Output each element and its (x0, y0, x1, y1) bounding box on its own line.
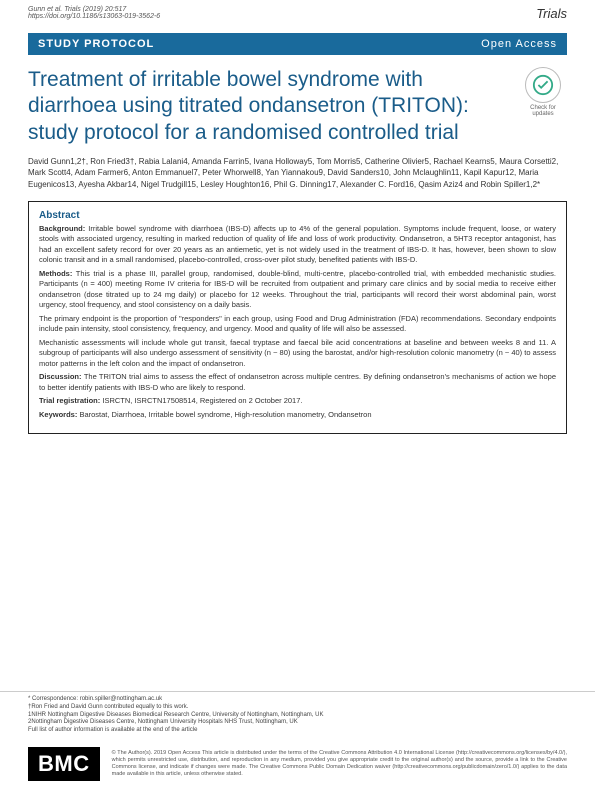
cc-license-text: © The Author(s). 2019 Open Access This a… (112, 750, 567, 778)
corr-affil-2: 2Nottingham Digestive Diseases Centre, N… (28, 719, 567, 727)
study-protocol-banner: STUDY PROTOCOL Open Access (28, 33, 567, 55)
correspondence: * Correspondence: robin.spiller@nottingh… (0, 691, 595, 739)
crossmark-icon (525, 67, 561, 103)
header-row: Gunn et al. Trials (2019) 20:517 https:/… (0, 0, 595, 23)
bmc-logo: BMC (28, 747, 100, 781)
bmc-bar: BMC © The Author(s). 2019 Open Access Th… (0, 739, 595, 791)
abstract-methods-1: Methods: This trial is a phase III, para… (39, 269, 556, 311)
abstract-methods-2: The primary endpoint is the proportion o… (39, 314, 556, 335)
abstract-heading: Abstract (39, 210, 556, 221)
footer: * Correspondence: robin.spiller@nottingh… (0, 685, 595, 791)
corr-affil-1: 1NIHR Nottingham Digestive Diseases Biom… (28, 712, 567, 720)
banner-left: STUDY PROTOCOL (38, 38, 154, 50)
corr-email: * Correspondence: robin.spiller@nottingh… (28, 696, 567, 704)
abstract-methods-3: Mechanistic assessments will include who… (39, 338, 556, 370)
corr-contrib: †Ron Fried and David Gunn contributed eq… (28, 704, 567, 712)
crossmark-label: Check for updates (530, 105, 556, 117)
abstract-box: Abstract Background: Irritable bowel syn… (28, 201, 567, 435)
abstract-discussion: Discussion: The TRITON trial aims to ass… (39, 372, 556, 393)
keywords: Keywords: Barostat, Diarrhoea, Irritable… (39, 410, 556, 421)
banner-right: Open Access (481, 38, 557, 50)
crossmark-badge[interactable]: Check for updates (519, 67, 567, 117)
article-title: Treatment of irritable bowel syndrome wi… (28, 67, 509, 146)
citation: Gunn et al. Trials (2019) 20:517 (28, 6, 126, 13)
abstract-background: Background: Irritable bowel syndrome wit… (39, 224, 556, 266)
author-list: David Gunn1,2†, Ron Fried3†, Rabia Lalan… (0, 146, 595, 191)
journal-name: Trials (536, 6, 567, 21)
corr-full-list: Full list of author information is avail… (28, 727, 567, 735)
doi: https://doi.org/10.1186/s13063-019-3562-… (28, 13, 160, 20)
trial-registration: Trial registration: ISRCTN, ISRCTN175085… (39, 396, 556, 407)
